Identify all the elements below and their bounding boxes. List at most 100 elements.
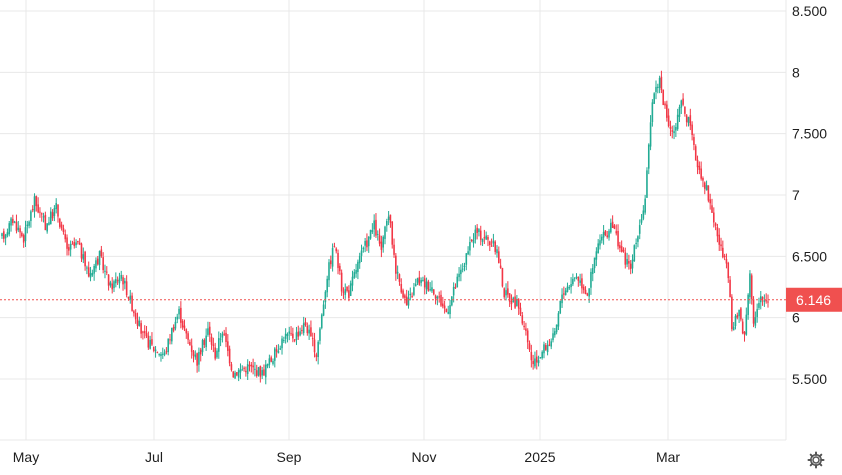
candle	[227, 334, 229, 357]
candle	[302, 316, 305, 336]
candle	[219, 332, 222, 347]
candle	[86, 265, 88, 275]
candle	[664, 101, 666, 109]
candle	[673, 125, 675, 140]
candle	[461, 263, 464, 273]
candle	[635, 238, 637, 250]
candle	[228, 345, 231, 367]
candle	[747, 293, 749, 320]
candle	[588, 287, 590, 303]
x-tick-label: May	[13, 449, 39, 465]
candle	[288, 326, 291, 341]
candle	[703, 181, 706, 195]
candle	[541, 350, 543, 360]
candle	[554, 327, 556, 338]
candle	[732, 322, 735, 331]
candle	[568, 285, 571, 290]
candle	[483, 229, 486, 245]
candle	[713, 207, 715, 228]
candle	[671, 125, 674, 139]
candle	[460, 264, 462, 282]
candle	[599, 234, 601, 250]
candle	[66, 234, 68, 256]
candle	[740, 306, 742, 322]
candle	[666, 100, 668, 122]
candle	[449, 299, 451, 319]
candle	[505, 283, 507, 301]
candle	[156, 351, 159, 354]
candle	[301, 325, 303, 335]
candle	[26, 220, 29, 234]
candle	[241, 365, 244, 371]
candle	[349, 280, 352, 297]
candle	[566, 282, 569, 293]
candle	[237, 368, 240, 382]
candle	[413, 282, 415, 297]
candle	[181, 319, 184, 330]
candle	[644, 194, 646, 215]
candle	[131, 292, 133, 312]
candle	[492, 233, 495, 247]
candle	[68, 243, 70, 256]
candle	[4, 233, 7, 246]
candle	[709, 193, 711, 210]
candle	[60, 221, 63, 231]
candle	[214, 342, 216, 361]
candle	[675, 122, 677, 138]
candle	[230, 361, 233, 372]
candle	[694, 144, 697, 161]
candle	[91, 269, 94, 277]
settings-gear-button[interactable]	[806, 450, 826, 470]
candle	[682, 93, 684, 107]
candle	[507, 281, 509, 298]
candle	[205, 328, 207, 351]
candle	[445, 308, 448, 313]
candle	[283, 336, 285, 344]
candle	[366, 233, 368, 252]
candle	[171, 327, 173, 345]
candle	[351, 270, 354, 292]
candle	[763, 294, 766, 307]
candle	[716, 223, 719, 243]
candle	[738, 309, 740, 324]
candle	[342, 287, 345, 300]
candle	[451, 295, 453, 307]
candle	[279, 345, 282, 351]
candle	[525, 322, 527, 336]
candle	[519, 302, 522, 317]
candle	[398, 273, 401, 286]
candle	[120, 270, 123, 282]
candle	[720, 237, 722, 251]
candle	[87, 261, 90, 278]
candle	[257, 366, 260, 377]
candle	[463, 262, 466, 272]
candle	[201, 338, 204, 356]
candle	[537, 355, 540, 367]
candle	[395, 253, 397, 281]
candle	[693, 133, 695, 151]
candle	[111, 277, 114, 294]
candle	[315, 352, 318, 362]
candle	[147, 331, 150, 350]
candle	[702, 176, 704, 188]
candle	[432, 288, 435, 296]
candle	[534, 351, 536, 369]
candle	[275, 344, 278, 358]
candle	[167, 338, 170, 356]
candle	[544, 342, 547, 351]
candle	[423, 275, 426, 295]
candle	[443, 300, 446, 314]
candle	[149, 335, 151, 350]
y-tick-label: 7	[792, 187, 800, 203]
candle	[340, 269, 343, 296]
candle	[176, 313, 179, 324]
candle	[610, 218, 612, 234]
candle	[1, 232, 3, 239]
candle	[281, 335, 283, 355]
candle	[499, 258, 502, 269]
candle	[546, 340, 549, 356]
candle	[346, 286, 348, 293]
candle	[467, 246, 469, 256]
candle	[456, 273, 459, 288]
candle	[530, 344, 533, 368]
